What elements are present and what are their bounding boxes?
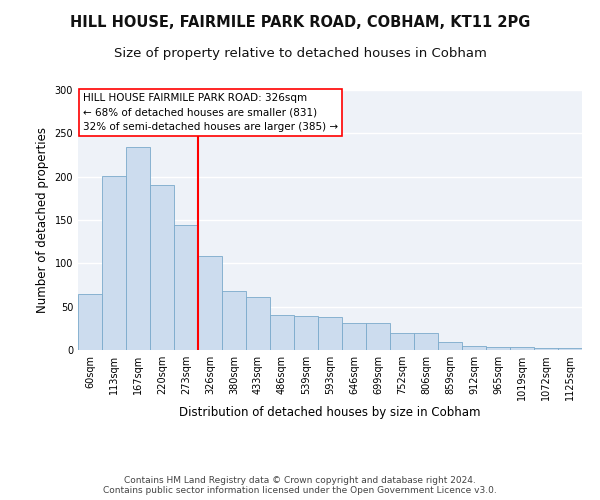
Bar bbox=[558, 348, 582, 350]
Bar bbox=[510, 346, 534, 350]
Bar bbox=[486, 346, 510, 350]
Text: HILL HOUSE FAIRMILE PARK ROAD: 326sqm
← 68% of detached houses are smaller (831): HILL HOUSE FAIRMILE PARK ROAD: 326sqm ← … bbox=[83, 92, 338, 132]
Bar bbox=[294, 316, 318, 350]
Y-axis label: Number of detached properties: Number of detached properties bbox=[36, 127, 49, 313]
X-axis label: Distribution of detached houses by size in Cobham: Distribution of detached houses by size … bbox=[179, 406, 481, 419]
Bar bbox=[150, 186, 174, 350]
Text: Size of property relative to detached houses in Cobham: Size of property relative to detached ho… bbox=[113, 48, 487, 60]
Bar bbox=[126, 147, 150, 350]
Bar bbox=[318, 317, 342, 350]
Bar bbox=[102, 176, 126, 350]
Text: HILL HOUSE, FAIRMILE PARK ROAD, COBHAM, KT11 2PG: HILL HOUSE, FAIRMILE PARK ROAD, COBHAM, … bbox=[70, 15, 530, 30]
Text: Contains HM Land Registry data © Crown copyright and database right 2024.
Contai: Contains HM Land Registry data © Crown c… bbox=[103, 476, 497, 495]
Bar bbox=[366, 323, 390, 350]
Bar bbox=[534, 348, 558, 350]
Bar bbox=[342, 323, 366, 350]
Bar bbox=[390, 332, 414, 350]
Bar bbox=[462, 346, 486, 350]
Bar bbox=[246, 297, 270, 350]
Bar bbox=[222, 291, 246, 350]
Bar bbox=[414, 332, 438, 350]
Bar bbox=[198, 256, 222, 350]
Bar bbox=[438, 342, 462, 350]
Bar bbox=[270, 316, 294, 350]
Bar bbox=[78, 294, 102, 350]
Bar bbox=[174, 225, 198, 350]
